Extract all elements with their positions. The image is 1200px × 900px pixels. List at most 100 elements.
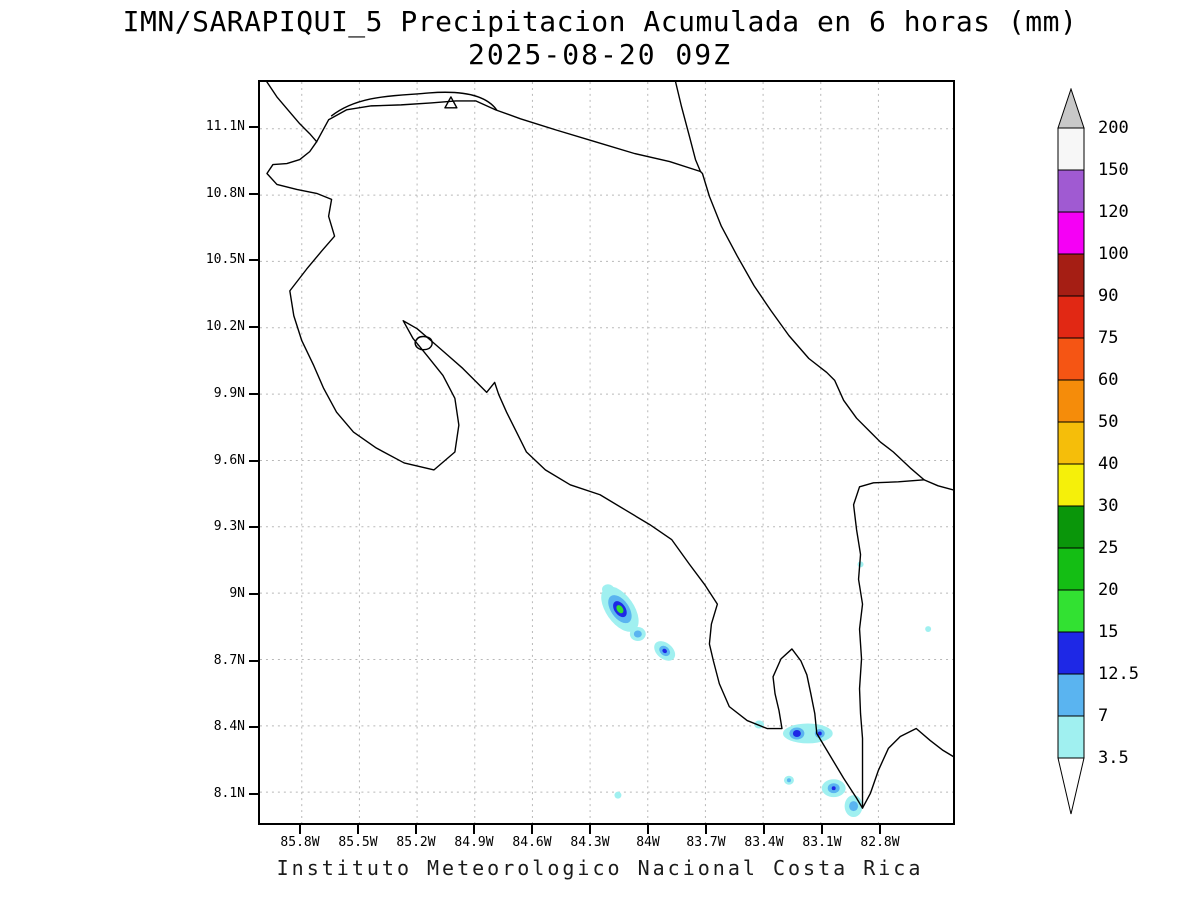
lat-tick-label: 9.6N bbox=[213, 452, 245, 468]
lat-tick-mark bbox=[249, 592, 258, 595]
caribbean-coastline bbox=[674, 82, 953, 491]
lat-tick-label: 9N bbox=[229, 585, 245, 601]
lon-tick-mark bbox=[879, 825, 881, 834]
lat-tick-mark bbox=[249, 392, 258, 395]
lat-tick-mark bbox=[249, 326, 258, 329]
colorbar-label: 30 bbox=[1098, 496, 1119, 516]
map-canvas bbox=[260, 82, 953, 823]
colorbar-label: 120 bbox=[1098, 202, 1129, 222]
precip-cell bbox=[601, 586, 639, 632]
colorbar-label: 50 bbox=[1098, 412, 1119, 432]
lat-tick-label: 11.1N bbox=[205, 119, 245, 134]
lake-island bbox=[444, 96, 458, 109]
precip-cell bbox=[654, 641, 676, 661]
panama-border bbox=[852, 479, 925, 809]
lat-tick-label: 9.9N bbox=[213, 385, 245, 401]
lon-tick-label: 83.7W bbox=[686, 835, 726, 850]
lon-tick-mark bbox=[415, 825, 417, 834]
colorbar-label: 12.5 bbox=[1098, 664, 1139, 684]
colorbar-segment bbox=[1057, 211, 1085, 255]
lon-tick-label: 83.1W bbox=[802, 835, 842, 850]
lat-tick-mark bbox=[249, 526, 258, 529]
isla-chira bbox=[414, 335, 433, 351]
lat-tick-label: 10.8N bbox=[205, 185, 245, 201]
lon-tick-label: 84.3W bbox=[570, 835, 610, 850]
lon-tick-label: 84.6W bbox=[512, 835, 552, 850]
colorbar-segment bbox=[1057, 295, 1085, 339]
lon-tick-mark bbox=[299, 825, 301, 834]
lat-tick-mark bbox=[249, 659, 258, 662]
lon-tick-label: 83.4W bbox=[744, 835, 784, 850]
colorbar-label: 100 bbox=[1098, 244, 1129, 264]
lat-tick-label: 9.3N bbox=[213, 519, 245, 535]
nicaragua-pacific-coastline bbox=[266, 82, 318, 143]
lat-tick-mark bbox=[249, 726, 258, 729]
lat-tick-label: 10.5N bbox=[205, 252, 245, 268]
lon-tick-mark bbox=[647, 825, 649, 834]
lon-tick-label: 85.5W bbox=[338, 835, 378, 850]
colorbar-label: 7 bbox=[1098, 706, 1109, 726]
lat-tick-mark bbox=[249, 259, 258, 262]
precipitation-colorbar: 200 150 120 100 90 75 60 50 40 30 25 20 15 12.5 7 3.5 bbox=[1056, 87, 1196, 828]
colorbar-label: 20 bbox=[1098, 580, 1119, 600]
lat-tick-mark bbox=[249, 793, 258, 795]
map-title: IMN/SARAPIQUI_5 Precipitacion Acumulada … bbox=[122, 5, 1078, 38]
lon-tick-mark bbox=[589, 825, 591, 834]
colorbar-segment bbox=[1057, 547, 1085, 591]
precip-cell bbox=[614, 791, 622, 799]
colorbar-label: 90 bbox=[1098, 286, 1119, 306]
lon-tick-mark bbox=[763, 825, 765, 834]
colorbar-scale bbox=[1057, 87, 1085, 815]
coastlines-and-borders bbox=[266, 82, 953, 809]
colorbar-segment bbox=[1057, 715, 1085, 759]
colorbar-segment bbox=[1057, 421, 1085, 465]
colorbar-label: 25 bbox=[1098, 538, 1119, 558]
colorbar-segment bbox=[1057, 673, 1085, 717]
lon-tick-label: 84W bbox=[636, 835, 660, 850]
precip-cell bbox=[925, 626, 932, 633]
lon-tick-label: 85.8W bbox=[280, 835, 320, 850]
lon-tick-mark bbox=[531, 825, 533, 834]
precip-cell bbox=[789, 727, 805, 740]
map-frame bbox=[258, 80, 955, 825]
colorbar-segment bbox=[1057, 589, 1085, 633]
colorbar-arrow-bottom bbox=[1057, 757, 1085, 815]
lon-tick-label: 85.2W bbox=[396, 835, 436, 850]
precip-cell bbox=[602, 584, 614, 595]
lat-tick-label: 8.7N bbox=[213, 652, 245, 668]
colorbar-segment bbox=[1057, 337, 1085, 381]
lon-tick-mark bbox=[821, 825, 823, 834]
lat-tick-label: 8.1N bbox=[213, 786, 245, 801]
colorbar-label: 200 bbox=[1098, 118, 1129, 138]
colorbar-segment bbox=[1057, 631, 1085, 675]
map-subtitle: 2025-08-20 09Z bbox=[467, 38, 732, 71]
lon-tick-label: 84.9W bbox=[454, 835, 494, 850]
lat-tick-mark bbox=[249, 126, 258, 128]
footer-caption: Instituto Meteorologico Nacional Costa R… bbox=[276, 856, 924, 880]
lat-tick-label: 8.4N bbox=[213, 719, 245, 735]
lat-tick-mark bbox=[249, 192, 258, 195]
colorbar-segment bbox=[1057, 169, 1085, 213]
colorbar-label: 150 bbox=[1098, 160, 1129, 180]
lon-tick-mark bbox=[705, 825, 707, 834]
lon-tick-label: 82.8W bbox=[860, 835, 900, 850]
colorbar-label: 75 bbox=[1098, 328, 1119, 348]
colorbar-label: 3.5 bbox=[1098, 748, 1129, 768]
precip-cell bbox=[821, 779, 846, 798]
precip-cell bbox=[629, 627, 646, 641]
precipitation-layer bbox=[601, 561, 932, 818]
colorbar-label: 60 bbox=[1098, 370, 1119, 390]
lat-tick-mark bbox=[249, 459, 258, 462]
colorbar-segment bbox=[1057, 379, 1085, 423]
precip-cell bbox=[814, 729, 825, 738]
grid-lines bbox=[260, 82, 953, 823]
nicaragua-border-san-juan-river bbox=[315, 100, 702, 173]
colorbar-arrow-top bbox=[1057, 87, 1085, 129]
lon-tick-mark bbox=[357, 825, 359, 834]
lat-tick-label: 10.2N bbox=[205, 319, 245, 335]
precip-cell bbox=[783, 775, 794, 785]
precip-cell bbox=[844, 795, 863, 818]
lake-nicaragua-shore bbox=[330, 91, 498, 117]
pacific-coastline bbox=[266, 140, 953, 809]
